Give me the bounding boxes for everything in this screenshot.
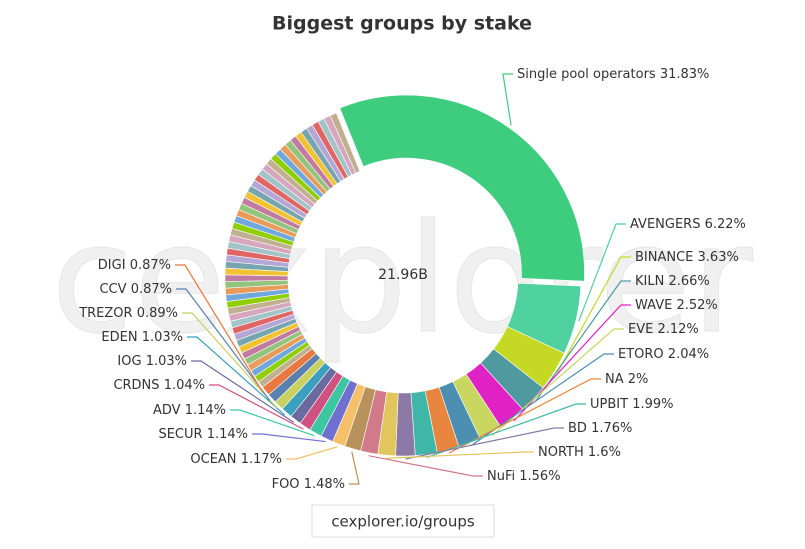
slice-label: TREZOR 0.89% <box>78 306 178 321</box>
slice-name: TREZOR <box>78 306 132 321</box>
slice-label: FOO 1.48% <box>272 477 345 492</box>
slice-value: 1.56% <box>519 469 560 484</box>
slice-value: 2% <box>628 372 649 387</box>
slice-name: EDEN <box>101 330 137 345</box>
slice-label: OCEAN 1.17% <box>190 452 282 467</box>
slice-value: 1.03% <box>142 330 183 345</box>
slice-value: 1.14% <box>207 427 248 442</box>
slice-label: CCV 0.87% <box>99 282 172 297</box>
slice-name: SECUR <box>158 427 202 442</box>
slice-name: ETORO <box>618 347 664 362</box>
slice-name: BD <box>568 421 587 436</box>
slice-label: EVE 2.12% <box>628 322 699 337</box>
leader-line <box>556 256 631 373</box>
slice-label: WAVE 2.52% <box>635 298 718 313</box>
leader-line <box>578 223 626 322</box>
leader-line <box>286 446 338 460</box>
watermark: cexplorer <box>51 193 753 367</box>
slice-value: 1.04% <box>164 378 205 393</box>
leader-line <box>491 328 624 437</box>
leader-line <box>182 312 278 408</box>
slice-name: NA <box>605 372 624 387</box>
slice-label: UPBIT 1.99% <box>590 397 674 412</box>
slice-value: 0.87% <box>130 258 171 273</box>
leader-line <box>513 304 631 422</box>
slice-name: KILN <box>635 274 664 289</box>
slice-name: CCV <box>99 282 126 297</box>
leader-line <box>426 403 586 459</box>
slice-value: 1.17% <box>241 452 282 467</box>
slice-label: ETORO 2.04% <box>618 347 709 362</box>
leader-line <box>349 451 360 485</box>
source[interactable]: cexplorer.io/groups <box>331 513 475 531</box>
slice <box>329 112 361 174</box>
leader-line <box>176 288 271 401</box>
slice-label: DIGI 0.87% <box>98 258 171 273</box>
slice-name: DIGI <box>98 258 126 273</box>
slice-label: NORTH 1.6% <box>538 445 621 460</box>
slice-label: SECUR 1.14% <box>158 427 248 442</box>
donut <box>224 94 585 457</box>
leader-line <box>209 384 304 430</box>
slice <box>339 94 585 282</box>
slice-value: 31.83% <box>660 67 710 82</box>
slice-name: EVE <box>628 322 653 337</box>
slice-value: 3.63% <box>698 250 739 265</box>
slice-name: UPBIT <box>590 397 628 412</box>
slice-label: KILN 2.66% <box>635 274 710 289</box>
slice-value: 2.52% <box>676 298 717 313</box>
slice-value: 2.12% <box>657 322 698 337</box>
slice-value: 1.99% <box>632 397 673 412</box>
slice-label: EDEN 1.03% <box>101 330 183 345</box>
leader-line <box>405 427 564 460</box>
slice-value: 1.03% <box>146 354 187 369</box>
center-label: 21.96B <box>378 267 428 283</box>
slice-name: ADV <box>153 403 181 418</box>
slice-value: 0.87% <box>131 282 172 297</box>
labels: Single pool operators 31.83% AVENGERS 6.2… <box>78 67 746 492</box>
slice-name: IOG <box>117 354 141 369</box>
slice-value: 1.48% <box>304 477 345 492</box>
slice-label: ADV 1.14% <box>153 403 226 418</box>
leader-line <box>386 451 534 459</box>
slice-name: NORTH <box>538 445 584 460</box>
slice-label: NuFi 1.56% <box>487 469 561 484</box>
leader-line <box>368 455 483 477</box>
slice-name: CRDNS <box>113 378 159 393</box>
leader-line <box>448 378 601 454</box>
chart-title: Biggest groups by stake <box>272 13 532 35</box>
slice-value: 6.22% <box>705 217 746 232</box>
leader-line <box>230 409 315 437</box>
slice-value: 1.76% <box>591 421 632 436</box>
leader-line <box>470 353 614 447</box>
slice-name: WAVE <box>635 298 672 313</box>
slice-value: 2.66% <box>668 274 709 289</box>
slice-value: 0.89% <box>137 306 178 321</box>
leader-line <box>502 73 513 126</box>
slice-name: AVENGERS <box>630 217 700 232</box>
leader-line <box>252 433 326 443</box>
slice-name: Single pool operators <box>517 67 656 82</box>
slice-value: 1.14% <box>185 403 226 418</box>
slice-label: NA 2% <box>605 372 648 387</box>
slice-label: BINANCE 3.63% <box>635 250 739 265</box>
slice-label: CRDNS 1.04% <box>113 378 205 393</box>
leader-line <box>191 360 295 423</box>
slice-value: 1.6% <box>588 445 621 460</box>
slice-label: BD 1.76% <box>568 421 632 436</box>
slice-name: FOO <box>272 477 300 492</box>
leader-line <box>535 280 631 402</box>
leader-line <box>187 336 286 416</box>
slice-label: IOG 1.03% <box>117 354 187 369</box>
source-box <box>311 504 495 538</box>
slice-value: 2.04% <box>668 347 709 362</box>
slice-label: AVENGERS 6.22% <box>630 217 746 232</box>
slice-label: Single pool operators 31.83% <box>517 67 709 82</box>
slice-name: BINANCE <box>635 250 693 265</box>
leader-line <box>175 264 264 394</box>
slice-name: OCEAN <box>190 452 236 467</box>
slice-name: NuFi <box>487 469 515 484</box>
